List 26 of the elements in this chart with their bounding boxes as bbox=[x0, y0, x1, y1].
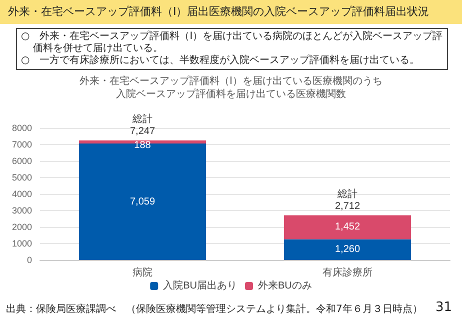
y-tick-label: 0 bbox=[26, 255, 32, 265]
bar bbox=[284, 239, 412, 260]
text: ○ 一方で有床診療所においては、半数程度が入院ベースアップ評価料を届け出ている。 bbox=[21, 55, 421, 67]
chart-subtitle: 外来・在宅ベースアップ評価料（Ⅰ）を届け出ている医療機関のうち入院ベースアップ評価料を届け出ている医療機関数 bbox=[80, 75, 382, 100]
legend-label: 外来BUのみ bbox=[258, 280, 312, 292]
bar bbox=[284, 215, 412, 240]
y-tick-label: 1000 bbox=[12, 238, 32, 248]
source-note: 出典：保険局医療課調べ （保険医療機関等管理システムより集計。令和7年６月３日時点） bbox=[6, 302, 422, 316]
y-tick-label: 6000 bbox=[12, 156, 32, 166]
x-tick-label: 有床診療所 bbox=[322, 266, 372, 278]
data-label: 7,059 bbox=[130, 196, 156, 208]
y-tick-label: 7000 bbox=[12, 140, 32, 150]
total-label: 総計 7,247 bbox=[130, 112, 156, 137]
data-label: 1,452 bbox=[334, 222, 360, 233]
y-tick-label: 8000 bbox=[12, 123, 32, 133]
chart-title: 外来・在宅ベースアップ評価料（Ⅰ）届出医療機関の入院ベースアップ評価料届出状況 bbox=[0, 0, 462, 24]
y-tick-label: 3000 bbox=[12, 206, 32, 216]
y-tick-label: 5000 bbox=[12, 172, 32, 182]
legend-label: 入院BU届出あり bbox=[163, 280, 238, 292]
x-tick-label: 病院 bbox=[132, 266, 152, 278]
total-label: 総計 2,712 bbox=[334, 188, 360, 212]
y-tick-label: 4000 bbox=[12, 189, 32, 199]
text: ○ 外来・在宅ベースアップ評価料（Ⅰ）を届け出ている病院のほとんどが入院ベースアップ評価料を併せて届け出ている。 bbox=[21, 31, 443, 54]
text: 31 bbox=[435, 300, 452, 315]
data-label: 1,260 bbox=[334, 244, 360, 256]
y-tick-label: 2000 bbox=[12, 222, 32, 232]
